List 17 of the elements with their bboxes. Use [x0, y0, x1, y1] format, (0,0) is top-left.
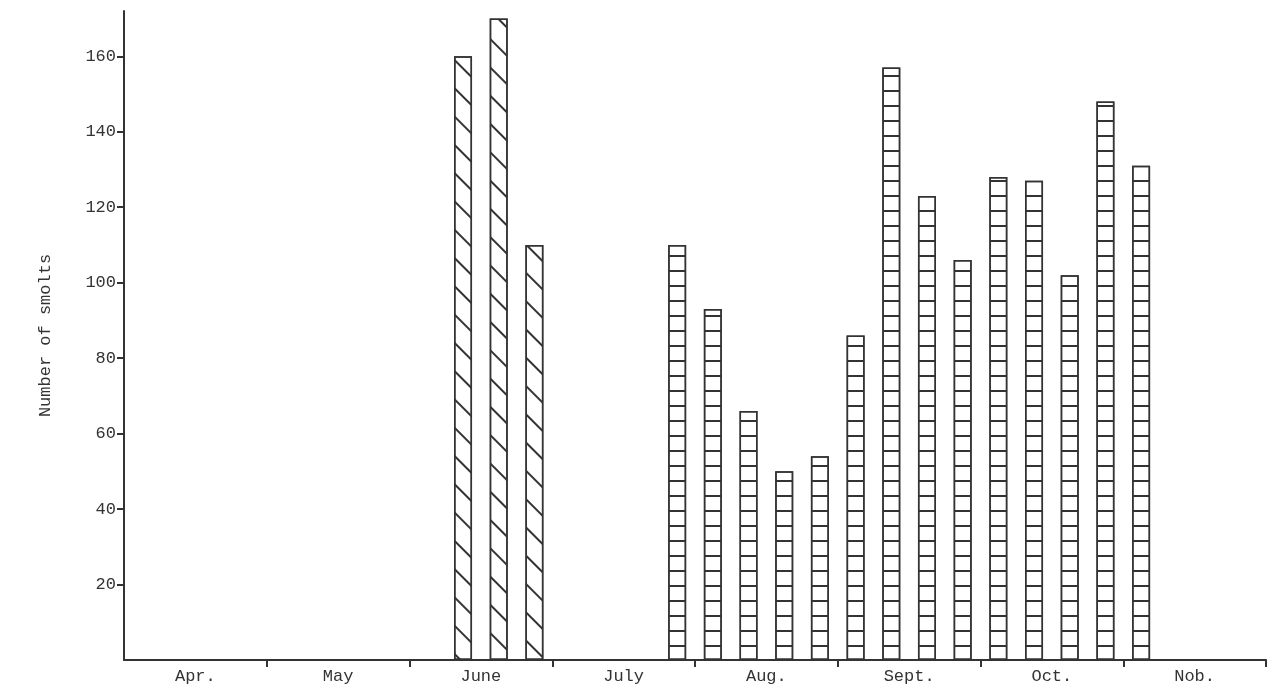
y-tick-label: 60 — [95, 424, 116, 444]
y-tick-label: 140 — [85, 122, 116, 142]
x-tick-label: Oct. — [1031, 667, 1073, 686]
y-tick-label: 160 — [85, 46, 116, 66]
x-tick-label: Sept. — [883, 667, 935, 686]
y-axis-title: Number of smolts — [36, 253, 55, 418]
y-tick-label: 20 — [95, 575, 116, 595]
x-tick-label: Nob. — [1174, 667, 1216, 686]
y-tick-label: 40 — [95, 499, 116, 519]
y-tick-label: 120 — [85, 197, 116, 217]
x-tick-label: July — [603, 667, 645, 686]
x-tick-label: May — [322, 667, 354, 686]
x-tick-label: June — [460, 667, 502, 686]
x-tick-label: Apr. — [174, 667, 216, 686]
y-tick-label: 80 — [95, 348, 116, 368]
x-tick-label: Aug. — [745, 667, 787, 686]
y-tick-label: 100 — [85, 273, 116, 293]
